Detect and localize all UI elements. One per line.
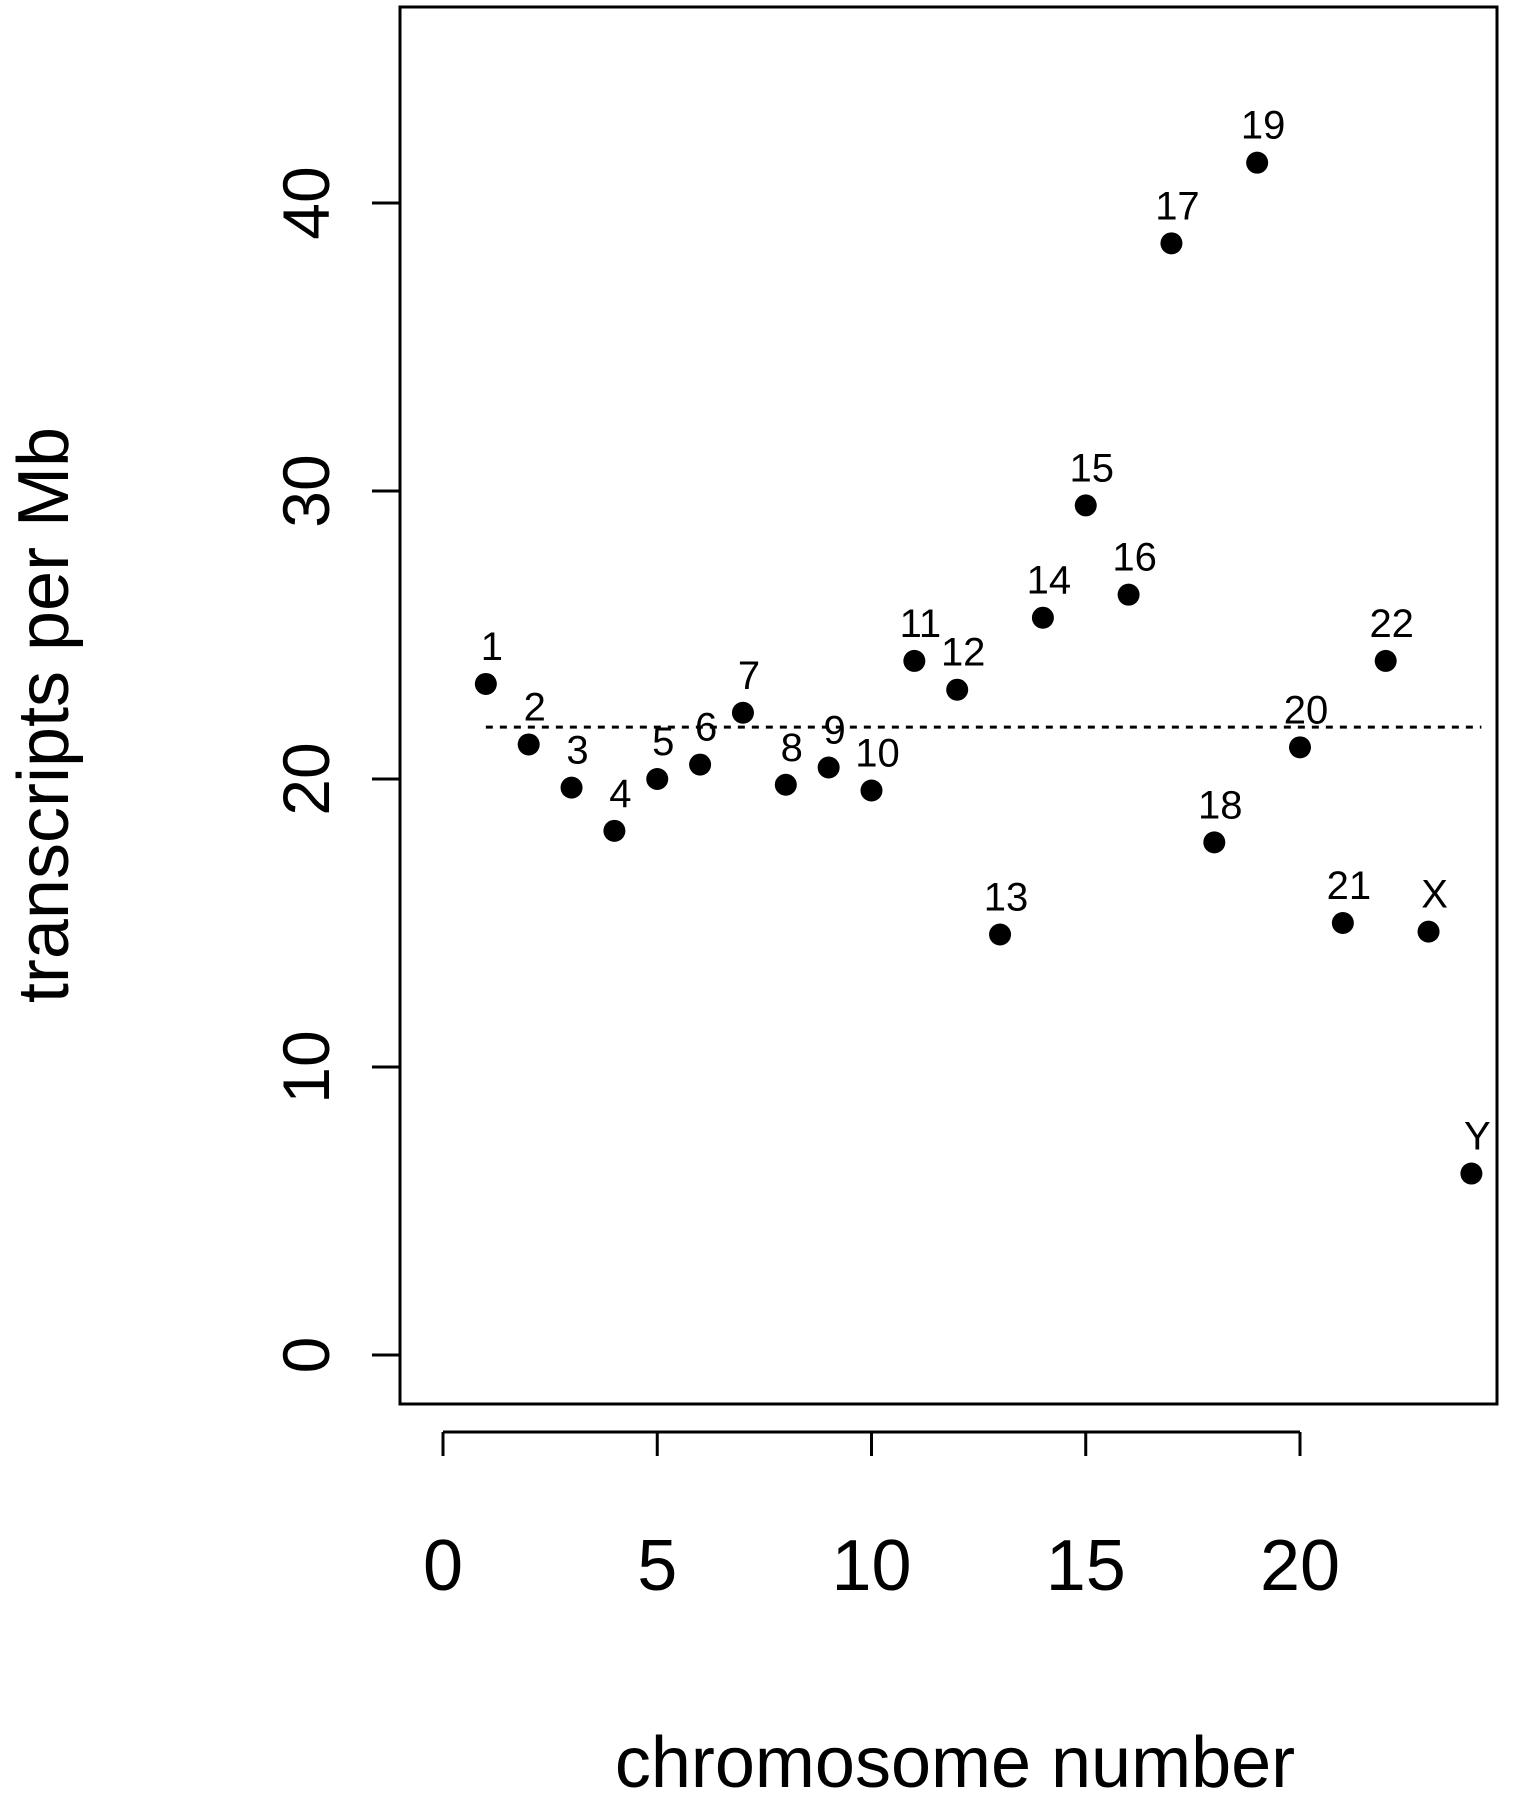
point-label-chr-17: 17: [1155, 184, 1200, 228]
point-label-chr-13: 13: [984, 876, 1029, 920]
data-point-chr-5: [646, 768, 669, 790]
point-label-chr-8: 8: [781, 726, 803, 770]
point-label-chr-18: 18: [1198, 783, 1243, 827]
point-label-chr-9: 9: [824, 708, 846, 752]
point-label-chr-3: 3: [566, 729, 588, 773]
data-point-chr-2: [517, 733, 540, 756]
data-point-chr-22: [1374, 649, 1397, 672]
x-tick-label: 15: [1046, 1526, 1126, 1606]
point-label-chr-22: 22: [1369, 602, 1414, 646]
point-label-chr-10: 10: [855, 732, 900, 776]
data-point-chr-14: [1031, 606, 1054, 629]
point-label-chr-20: 20: [1284, 688, 1329, 732]
data-point-chr-4: [603, 819, 626, 842]
data-point-chr-y: [1460, 1162, 1483, 1185]
data-point-chr-15: [1074, 494, 1097, 517]
point-label-chr-16: 16: [1112, 536, 1157, 580]
data-point-chr-1: [474, 672, 497, 695]
data-point-chr-9: [817, 756, 840, 779]
point-label-chr-5: 5: [652, 720, 674, 764]
data-point-chr-x: [1417, 920, 1440, 943]
point-label-chr-15: 15: [1070, 446, 1115, 490]
point-label-chr-4: 4: [609, 772, 631, 816]
y-tick-label: 40: [269, 166, 343, 239]
data-point-chr-20: [1289, 736, 1311, 759]
x-tick-label: 20: [1260, 1526, 1340, 1606]
x-tick-label: 10: [831, 1526, 911, 1606]
y-tick-label: 10: [269, 1030, 343, 1103]
data-point-chr-10: [860, 779, 883, 802]
data-point-chr-16: [1117, 583, 1140, 606]
point-label-chr-14: 14: [1027, 559, 1072, 603]
point-label-chr-x: X: [1421, 873, 1448, 917]
data-points: [474, 151, 1483, 1185]
y-axis: 0 10 20 30 40: [269, 166, 400, 1373]
data-point-chr-21: [1331, 912, 1354, 934]
data-point-chr-3: [560, 776, 583, 799]
y-axis-title: transcripts per Mb: [4, 427, 84, 1003]
y-tick-label: 0: [269, 1337, 343, 1374]
point-label-chr-19: 19: [1241, 104, 1286, 148]
point-label-chr-21: 21: [1327, 864, 1372, 908]
x-tick-label: 5: [637, 1526, 677, 1606]
point-label-chr-y: Y: [1464, 1115, 1491, 1159]
y-tick-label: 20: [269, 742, 343, 815]
data-point-chr-11: [903, 649, 926, 672]
x-axis: 0 5 10 15 20: [423, 1430, 1340, 1606]
data-point-chr-19: [1246, 151, 1269, 174]
point-label-chr-2: 2: [524, 685, 546, 729]
point-label-chr-7: 7: [738, 654, 760, 698]
data-point-chr-18: [1203, 831, 1226, 854]
plot-frame: [398, 5, 1499, 1406]
point-label-chr-1: 1: [481, 625, 503, 669]
point-label-chr-11: 11: [900, 602, 942, 646]
data-point-chr-8: [774, 773, 797, 796]
data-point-chr-7: [731, 701, 754, 724]
x-axis-title: chromosome number: [615, 1723, 1295, 1800]
data-point-chr-13: [989, 923, 1012, 946]
point-label-chr-6: 6: [695, 706, 717, 750]
x-tick-label: 0: [423, 1526, 463, 1606]
data-point-chr-17: [1160, 232, 1183, 255]
data-point-chr-12: [946, 678, 969, 701]
point-label-chr-12: 12: [941, 631, 986, 675]
data-point-chr-6: [689, 753, 712, 776]
y-tick-label: 30: [269, 454, 343, 527]
